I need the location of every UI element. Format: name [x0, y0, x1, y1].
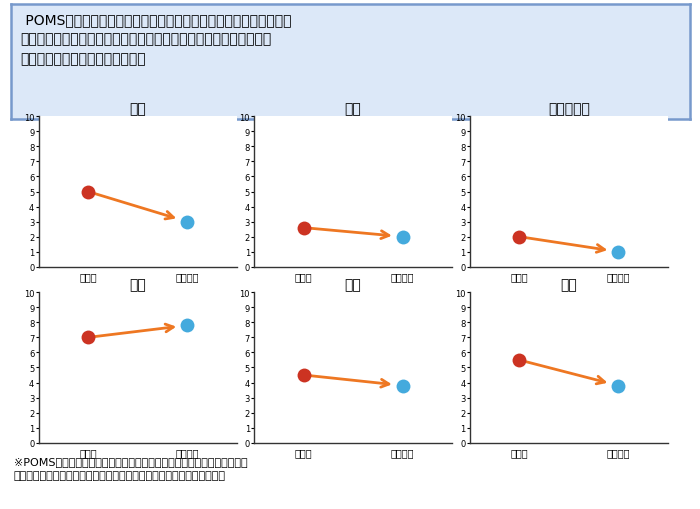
Title: 緊張: 緊張 — [130, 102, 146, 116]
Text: POMS心理テストを実施すると、泣く前と後で混乱および緊張・不
安の尺度が改善。これは自覚的には「スッキリした」という気分に
よく対応するものと解釈される。: POMS心理テストを実施すると、泣く前と後で混乱および緊張・不 安の尺度が改善。… — [21, 13, 291, 66]
Title: 敵意・怒り: 敵意・怒り — [548, 102, 589, 116]
Text: ※POMSテストとは、気分の状態を「緊張・不安」「活力」「抑圧」「疲
労」「怒り」「混乱」という六つの尺度で測る心理テストのことです。: ※POMSテストとは、気分の状態を「緊張・不安」「活力」「抑圧」「疲 労」「怒り… — [14, 457, 248, 480]
Title: 混乱: 混乱 — [561, 277, 577, 292]
Title: 疲労: 疲労 — [345, 277, 361, 292]
Title: うつ: うつ — [345, 102, 361, 116]
Title: 活力: 活力 — [130, 277, 146, 292]
